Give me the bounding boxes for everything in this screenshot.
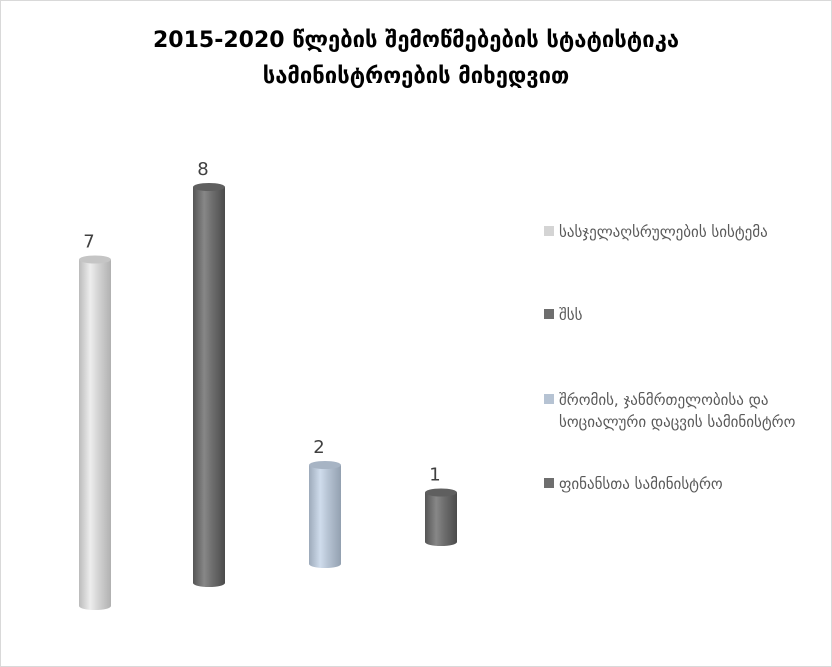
legend-label-4: ფინანსთა სამინისტრო xyxy=(559,475,723,493)
bar-4 xyxy=(425,488,457,546)
bar-body-2 xyxy=(193,187,225,587)
legend-label-3: შრომის, ჯანმრთელობისა და სოციალური დაცვი… xyxy=(559,391,796,431)
legend-item-2: შსს xyxy=(544,304,809,326)
bar-cap-1 xyxy=(79,255,111,264)
legend-swatch-4 xyxy=(544,478,554,488)
bar-2 xyxy=(193,183,225,587)
chart-title: 2015-2020 წლების შემოწმებების სტატისტიკა… xyxy=(1,23,831,95)
bar-body-1 xyxy=(79,259,111,610)
legend-swatch-2 xyxy=(544,309,554,319)
legend-item-4: ფინანსთა სამინისტრო xyxy=(544,473,809,495)
data-label-4: 1 xyxy=(429,465,440,486)
bar-1 xyxy=(79,255,111,610)
chart-title-line-1: 2015-2020 წლების შემოწმებების სტატისტიკა xyxy=(152,28,680,53)
data-label-3: 2 xyxy=(313,437,324,458)
legend-label-2: შსს xyxy=(559,306,583,324)
legend-swatch-1 xyxy=(544,226,554,236)
bar-cap-4 xyxy=(425,488,457,497)
bar-cap-2 xyxy=(193,183,225,191)
legend-item-1: სასჯელაღსრულების სისტემა xyxy=(544,221,809,243)
data-label-1: 7 xyxy=(83,232,94,253)
data-label-2: 8 xyxy=(197,159,208,180)
chart-title-line-2: სამინისტროების მიხედვით xyxy=(262,64,570,89)
bar-cap-3 xyxy=(309,461,341,469)
bar-3 xyxy=(309,461,341,568)
legend-item-3: შრომის, ჯანმრთელობისა და სოციალური დაცვი… xyxy=(544,389,809,433)
legend-swatch-3 xyxy=(544,394,554,404)
bar-body-3 xyxy=(309,465,341,568)
legend-label-1: სასჯელაღსრულების სისტემა xyxy=(559,223,768,241)
bar-body-4 xyxy=(425,492,457,546)
